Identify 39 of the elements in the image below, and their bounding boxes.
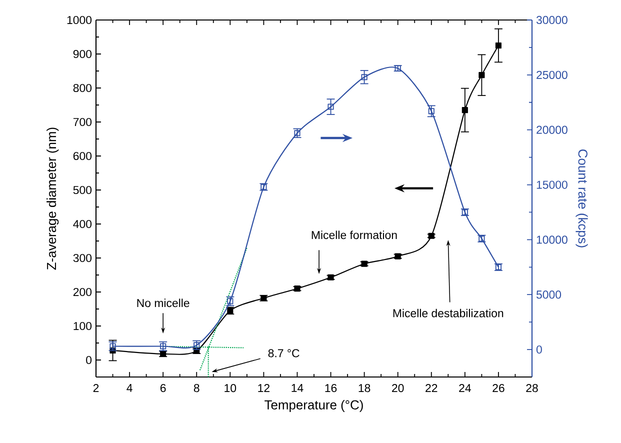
x-tick-label: 24 <box>459 384 471 392</box>
y2-tick-label: 5000 <box>536 290 562 299</box>
y-tick-label: 800 <box>73 84 92 92</box>
x-tick-label: 20 <box>392 384 404 392</box>
x-tick-label: 12 <box>258 384 270 392</box>
x-tick-label: 18 <box>358 384 370 392</box>
y2-axis-title: Count rate (kcps) <box>576 149 588 248</box>
y2-tick-label: 30000 <box>536 16 568 24</box>
y-tick-label: 1000 <box>67 16 92 24</box>
y-axis-title: Z-average diameter (nm) <box>46 128 59 270</box>
annotation: Micelle formation <box>312 230 397 240</box>
x-tick-label: 10 <box>224 384 236 392</box>
x-axis-title: Temperature (°C) <box>264 400 363 412</box>
y-tick-label: 700 <box>73 118 92 126</box>
y-tick-label: 0 <box>86 356 92 364</box>
annotation: 8.7 °C <box>268 349 300 358</box>
x-tick-label: 16 <box>325 384 337 392</box>
y-tick-label: 600 <box>73 152 92 160</box>
x-tick-label: 28 <box>526 384 538 392</box>
y2-tick-label: 15000 <box>536 180 568 189</box>
y-tick-label: 400 <box>73 220 92 228</box>
annotation: Micelle destabilization <box>393 308 504 318</box>
y-tick-label: 900 <box>73 50 92 58</box>
x-tick-label: 26 <box>492 384 504 392</box>
y-tick-label: 500 <box>73 186 92 194</box>
y2-tick-label: 0 <box>536 345 542 354</box>
x-tick-label: 14 <box>292 384 304 392</box>
y-tick-label: 100 <box>74 322 92 330</box>
x-tick-label: 4 <box>126 384 132 392</box>
x-tick-label: 6 <box>160 384 166 392</box>
y2-tick-label: 10000 <box>536 236 568 244</box>
annotation: No micelle <box>137 298 190 308</box>
x-tick-label: 2 <box>93 384 99 392</box>
y-tick-label: 200 <box>73 288 92 296</box>
y2-tick-label: 20000 <box>536 126 568 134</box>
y2-tick-label: 25000 <box>536 70 568 79</box>
x-tick-label: 8 <box>194 384 200 392</box>
y-tick-label: 300 <box>73 254 92 262</box>
x-tick-label: 22 <box>426 384 438 392</box>
